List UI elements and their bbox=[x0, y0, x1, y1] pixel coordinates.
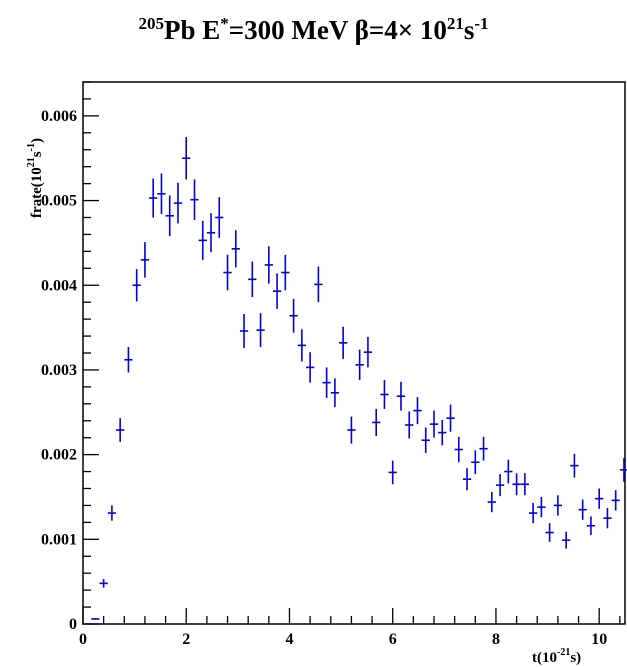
title-star: * bbox=[220, 14, 229, 33]
data-point bbox=[215, 197, 224, 238]
data-point bbox=[91, 618, 100, 620]
data-point bbox=[239, 314, 249, 348]
data-point bbox=[512, 473, 521, 496]
data-point bbox=[578, 499, 587, 520]
data-point bbox=[520, 473, 529, 496]
data-point bbox=[405, 411, 414, 439]
data-points-group bbox=[91, 137, 627, 620]
data-point bbox=[504, 459, 513, 484]
title-unit: s bbox=[463, 15, 475, 45]
data-point bbox=[347, 416, 356, 444]
data-point bbox=[132, 269, 141, 302]
data-point bbox=[140, 242, 150, 278]
plot-frame-group bbox=[82, 81, 626, 625]
title-beta: β=4× 10 bbox=[354, 15, 447, 45]
data-point bbox=[248, 261, 257, 298]
y-tick-label: 0.006 bbox=[41, 108, 77, 125]
data-point bbox=[619, 458, 627, 482]
data-point bbox=[182, 137, 191, 180]
data-point bbox=[487, 491, 496, 513]
data-point bbox=[165, 195, 174, 237]
data-point bbox=[553, 495, 563, 516]
data-point bbox=[289, 298, 298, 333]
chart-title: 205Pb E*=300 MeV β=4× 1021s-1 bbox=[0, 14, 627, 46]
title-energy: =300 MeV bbox=[228, 15, 355, 45]
data-point bbox=[396, 381, 406, 411]
x-tick-label: 4 bbox=[285, 631, 293, 648]
data-point bbox=[256, 313, 265, 348]
data-point bbox=[107, 505, 117, 521]
data-point bbox=[603, 507, 612, 529]
y-axis-label: frate(1021s-1) bbox=[26, 138, 45, 218]
data-point bbox=[471, 450, 480, 475]
data-point bbox=[190, 179, 199, 221]
data-point bbox=[281, 254, 290, 291]
x-tick-label: 6 bbox=[389, 631, 397, 648]
data-point bbox=[372, 408, 381, 436]
data-point bbox=[339, 326, 348, 359]
x-tick-label: 2 bbox=[182, 631, 190, 648]
data-point bbox=[429, 410, 439, 438]
y-tick-label: 0.004 bbox=[41, 277, 77, 294]
title-nucleus: Pb E bbox=[163, 15, 221, 45]
data-point bbox=[562, 531, 571, 549]
data-point bbox=[330, 378, 340, 408]
data-point bbox=[421, 427, 430, 453]
data-point bbox=[363, 336, 373, 368]
data-point bbox=[116, 418, 125, 442]
data-point bbox=[438, 419, 447, 446]
data-point bbox=[231, 230, 240, 268]
data-point bbox=[223, 254, 232, 291]
data-point bbox=[173, 182, 183, 224]
data-point bbox=[99, 579, 108, 588]
data-point bbox=[545, 523, 554, 542]
data-point bbox=[198, 220, 207, 260]
x-tick-label: 0 bbox=[79, 631, 87, 648]
data-point bbox=[305, 352, 315, 383]
data-point bbox=[149, 178, 158, 218]
y-tick-label: 0 bbox=[69, 616, 77, 633]
title-exponent: 21 bbox=[446, 14, 464, 33]
data-point bbox=[586, 516, 596, 536]
data-point bbox=[124, 347, 133, 373]
y-tick-label: 0.005 bbox=[41, 193, 77, 210]
plot-frame bbox=[82, 81, 626, 625]
data-point bbox=[454, 436, 463, 463]
data-point bbox=[537, 496, 546, 518]
data-point bbox=[322, 367, 331, 398]
data-point bbox=[495, 474, 505, 497]
data-point bbox=[413, 397, 422, 425]
x-tick-label: 8 bbox=[492, 631, 500, 648]
data-point bbox=[611, 490, 620, 511]
data-point bbox=[314, 266, 323, 303]
data-point bbox=[462, 468, 472, 491]
data-point bbox=[297, 329, 306, 362]
data-point bbox=[157, 173, 166, 215]
title-isotope-number: 205 bbox=[138, 14, 164, 33]
x-tick-label: 10 bbox=[591, 631, 607, 648]
x-axis-label: t(10-21s) bbox=[532, 647, 581, 666]
y-tick-label: 0.001 bbox=[41, 531, 77, 548]
y-tick-label: 0.003 bbox=[41, 362, 77, 379]
axis-ticks-group: 0 2 4 6 8 10 0 0.001 0.002 0.003 0.004 0.005 0.006 bbox=[41, 81, 621, 648]
data-point bbox=[570, 453, 579, 478]
data-point bbox=[595, 488, 604, 509]
title-unit-exponent: -1 bbox=[474, 14, 489, 33]
data-point bbox=[479, 436, 488, 461]
data-point bbox=[388, 460, 397, 485]
y-tick-label: 0.002 bbox=[41, 447, 77, 464]
data-point bbox=[264, 246, 273, 284]
data-point bbox=[446, 404, 455, 432]
data-point bbox=[206, 213, 216, 253]
data-point bbox=[272, 273, 282, 309]
data-point bbox=[528, 502, 538, 524]
data-point bbox=[380, 380, 389, 409]
data-point bbox=[355, 349, 364, 381]
